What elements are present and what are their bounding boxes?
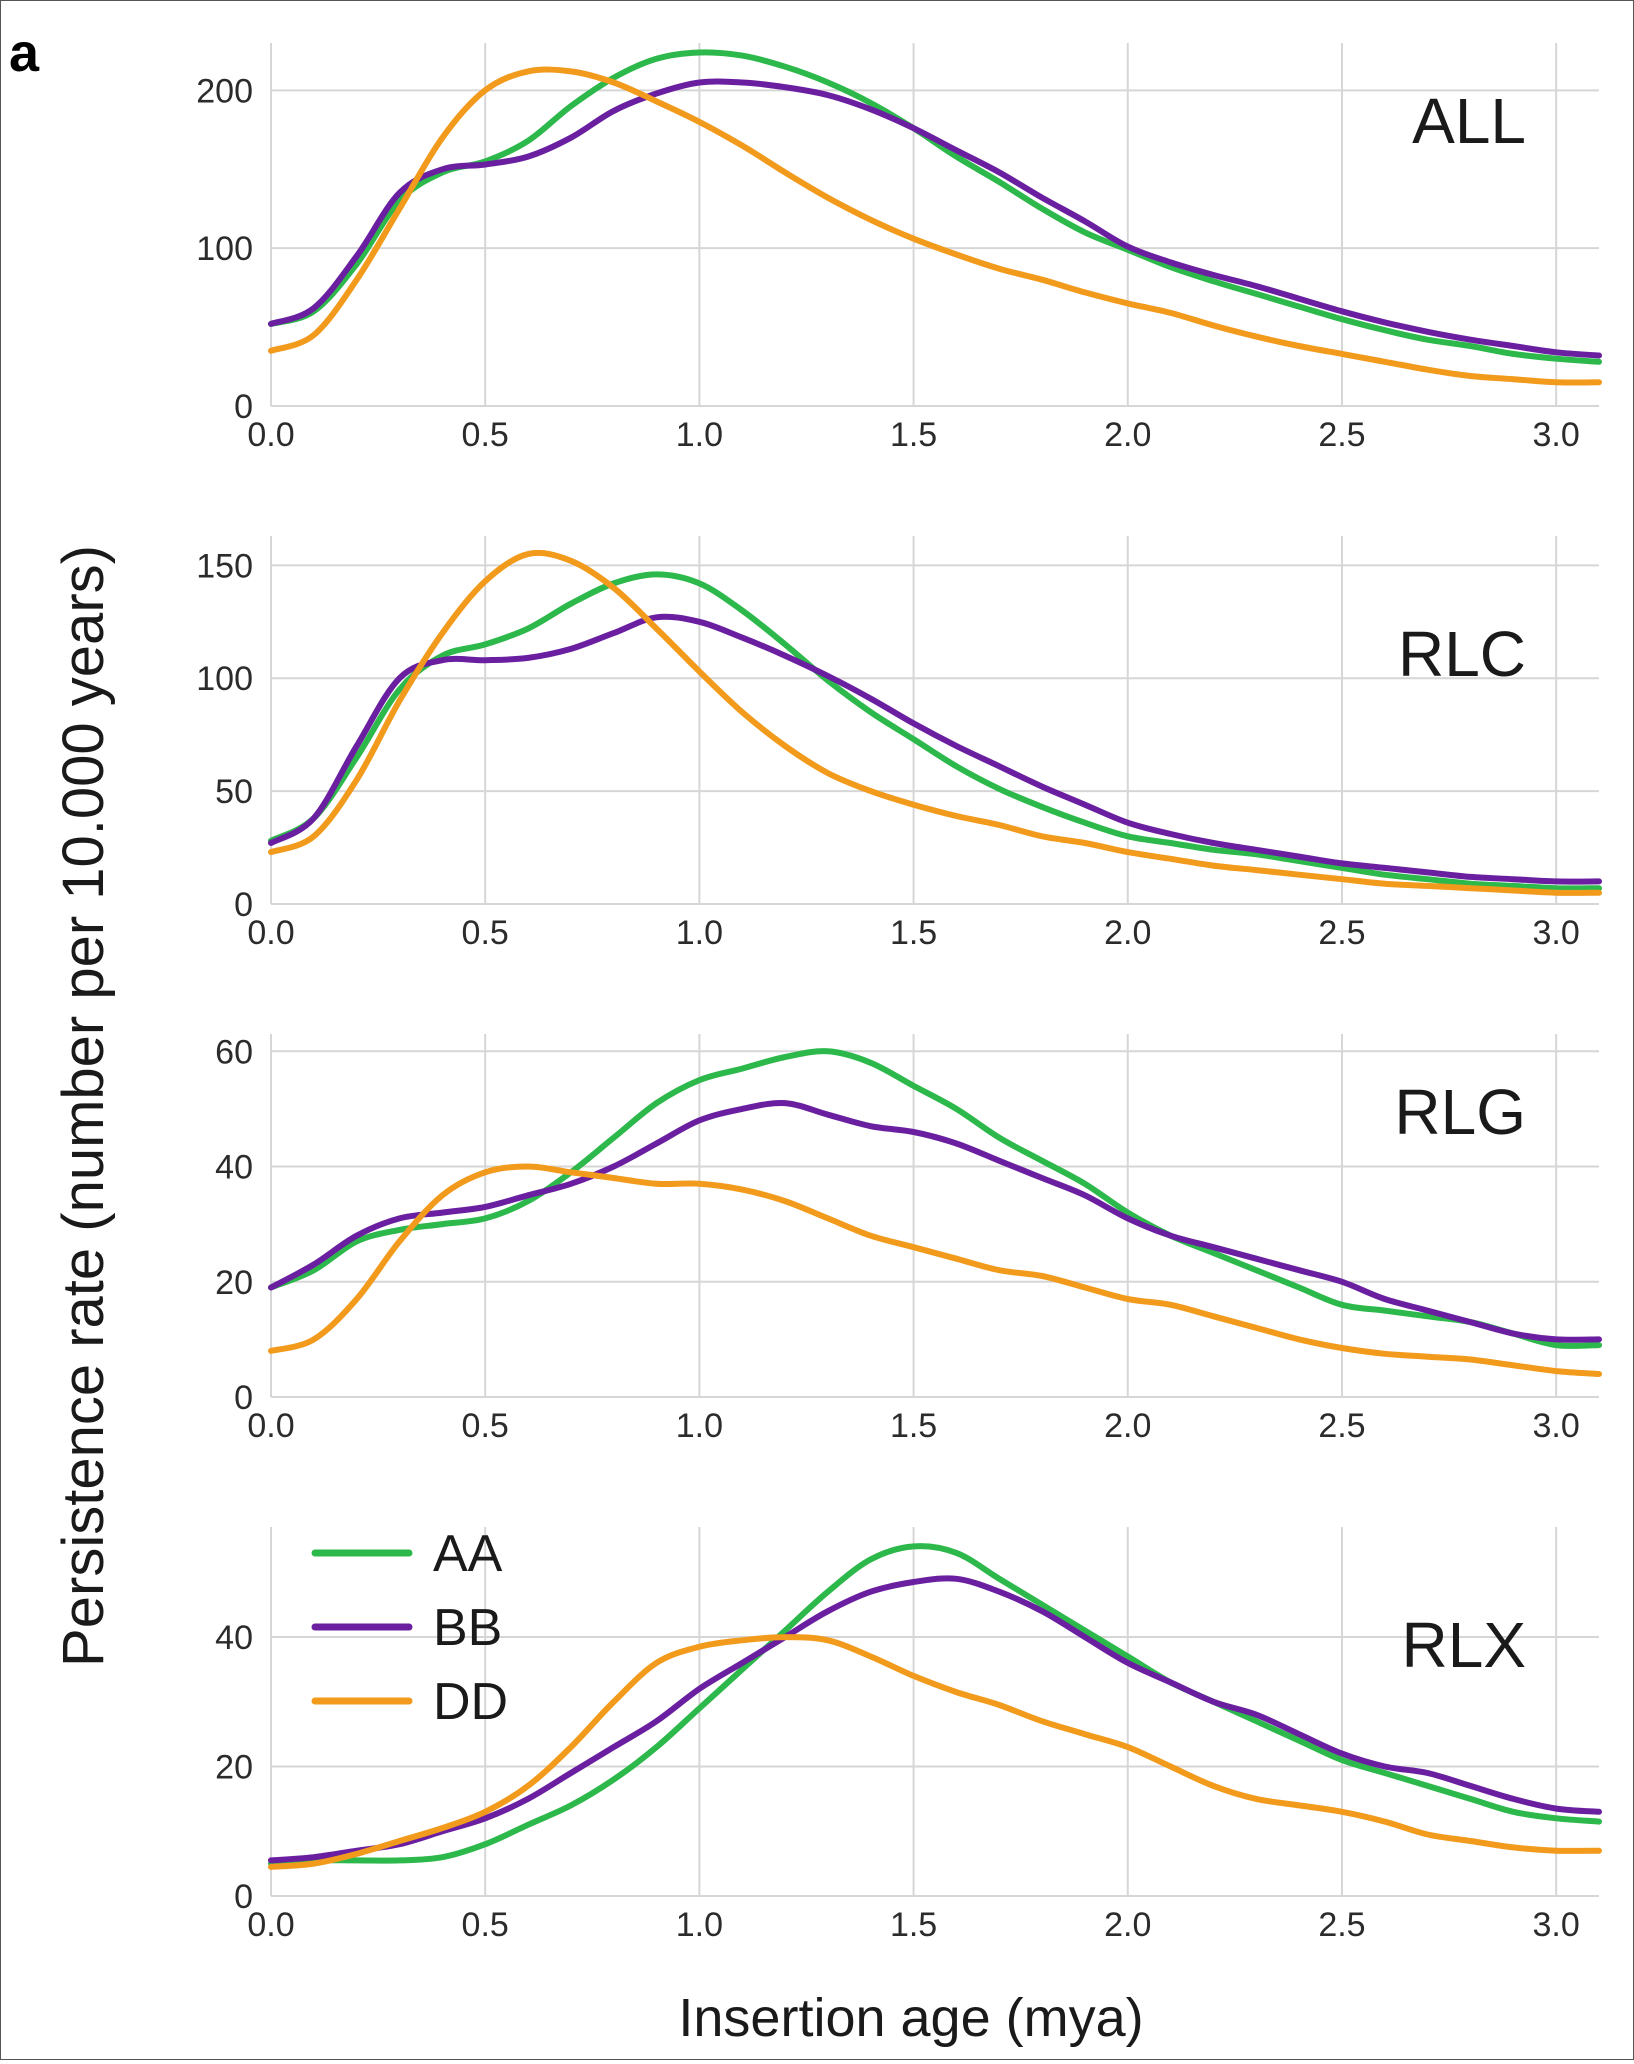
x-tick-label: 0.0 xyxy=(247,914,294,952)
y-tick-label: 100 xyxy=(196,660,253,698)
x-tick-label: 0.0 xyxy=(247,1906,294,1944)
series-line-bb xyxy=(268,1099,1602,1343)
x-tick-label: 0.5 xyxy=(462,914,509,952)
x-tick-label: 2.5 xyxy=(1318,914,1365,952)
y-tick-label: 40 xyxy=(215,1149,253,1187)
x-tick-label: 1.5 xyxy=(890,1906,937,1944)
y-tick-label: 0 xyxy=(234,1379,253,1417)
x-tick-label: 3.0 xyxy=(1533,914,1580,952)
x-tick-label: 0.0 xyxy=(247,1407,294,1445)
panel-all: 0.0 0.5 1.0 1.5 2.0 2.5 3.0 0 100 200 ALL xyxy=(196,43,1602,454)
panel-title: RLC xyxy=(1398,618,1526,690)
x-tick-label: 2.5 xyxy=(1318,1407,1365,1445)
x-tick-label: 2.5 xyxy=(1318,416,1365,454)
series-line-aa xyxy=(268,1048,1602,1349)
series-line-bb xyxy=(268,1575,1602,1864)
series-line-dd xyxy=(268,1163,1602,1377)
y-tick-label: 20 xyxy=(215,1264,253,1302)
x-tick-label: 2.0 xyxy=(1104,914,1151,952)
panel-letter: a xyxy=(9,23,40,83)
y-tick-label: 150 xyxy=(196,547,253,585)
series-line-dd xyxy=(268,66,1602,386)
x-axis-label: Insertion age (mya) xyxy=(678,1988,1143,2048)
legend: AA BB DD xyxy=(311,1525,508,1731)
series-line-bb xyxy=(268,78,1602,359)
x-tick-label: 1.0 xyxy=(676,914,723,952)
y-tick-label: 0 xyxy=(234,388,253,426)
x-tick-label: 0.0 xyxy=(247,416,294,454)
panel-title: RLG xyxy=(1394,1076,1526,1148)
y-tick-label: 50 xyxy=(215,773,253,811)
series-line-aa xyxy=(268,49,1602,365)
legend-label-bb: BB xyxy=(433,1599,502,1657)
y-tick-label: 40 xyxy=(215,1619,253,1657)
series-line-aa xyxy=(268,1543,1602,1867)
series-line-dd xyxy=(268,1634,1602,1870)
panel-rlc: 0.0 0.5 1.0 1.5 2.0 2.5 3.0 0 50 100 150 RLC xyxy=(196,536,1602,952)
x-tick-label: 3.0 xyxy=(1533,1906,1580,1944)
y-tick-label: 60 xyxy=(215,1033,253,1071)
y-tick-label: 0 xyxy=(234,886,253,924)
x-tick-label: 0.5 xyxy=(462,1407,509,1445)
y-tick-label: 200 xyxy=(196,72,253,110)
x-tick-label: 1.5 xyxy=(890,416,937,454)
panel-rlg: 0.0 0.5 1.0 1.5 2.0 2.5 3.0 0 20 40 60 RLG xyxy=(215,1033,1602,1445)
panel-rlx: 0.0 0.5 1.0 1.5 2.0 2.5 3.0 0 20 40 RLX AA BB DD xyxy=(215,1525,1602,1944)
legend-label-dd: DD xyxy=(433,1673,508,1731)
x-tick-label: 2.0 xyxy=(1104,416,1151,454)
legend-label-aa: AA xyxy=(433,1525,503,1583)
x-tick-label: 2.0 xyxy=(1104,1906,1151,1944)
y-tick-label: 100 xyxy=(196,230,253,268)
x-tick-label: 1.5 xyxy=(890,914,937,952)
x-tick-label: 1.5 xyxy=(890,1407,937,1445)
x-tick-label: 0.5 xyxy=(462,416,509,454)
x-tick-label: 2.5 xyxy=(1318,1906,1365,1944)
panel-title: RLX xyxy=(1402,1609,1527,1681)
y-tick-label: 0 xyxy=(234,1878,253,1916)
x-tick-label: 2.0 xyxy=(1104,1407,1151,1445)
x-tick-label: 3.0 xyxy=(1533,1407,1580,1445)
x-tick-label: 1.0 xyxy=(676,1407,723,1445)
y-tick-label: 20 xyxy=(215,1749,253,1787)
series-line-aa xyxy=(268,571,1602,892)
x-tick-label: 0.5 xyxy=(462,1906,509,1944)
x-tick-label: 3.0 xyxy=(1533,416,1580,454)
series-line-dd xyxy=(268,549,1602,896)
y-axis-label: Persistence rate (number per 10.000 year… xyxy=(51,545,116,1667)
series-line-bb xyxy=(268,613,1602,885)
x-tick-label: 1.0 xyxy=(676,416,723,454)
x-tick-label: 1.0 xyxy=(676,1906,723,1944)
panel-title: ALL xyxy=(1412,85,1526,157)
